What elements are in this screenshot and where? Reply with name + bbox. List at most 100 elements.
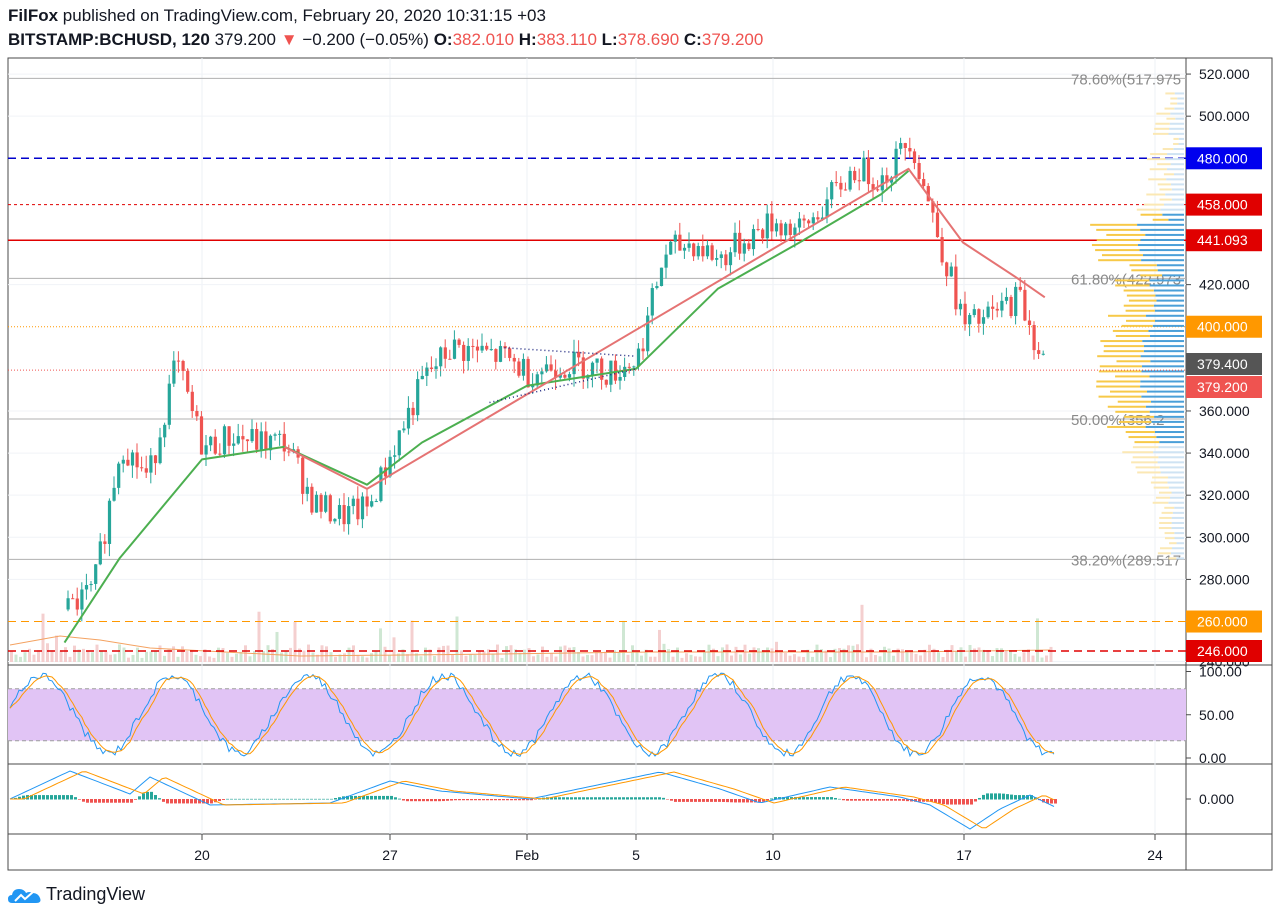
volume-bar bbox=[536, 654, 540, 662]
volume-bar bbox=[712, 648, 715, 662]
candle-body bbox=[360, 496, 365, 520]
candle-body bbox=[807, 220, 811, 224]
macd-histogram-bar bbox=[718, 799, 721, 802]
macd-histogram-bar bbox=[350, 795, 353, 800]
candle-body bbox=[195, 410, 199, 417]
candle-body bbox=[420, 375, 424, 380]
candle-body bbox=[664, 254, 668, 268]
candle-body bbox=[66, 598, 70, 610]
candle-body bbox=[1014, 286, 1018, 317]
volume-profile-bar bbox=[1168, 486, 1184, 489]
volume-profile-bar bbox=[1112, 329, 1149, 332]
y-tick-label: 280.000 bbox=[1199, 571, 1250, 587]
macd-histogram-bar bbox=[482, 799, 485, 801]
volume-bar bbox=[95, 644, 99, 662]
macd-histogram-bar bbox=[274, 798, 277, 800]
candle-body bbox=[416, 379, 420, 416]
candle-body bbox=[190, 391, 194, 411]
macd-histogram-bar bbox=[534, 799, 537, 800]
macd-histogram-bar bbox=[738, 799, 741, 803]
volume-profile-bar bbox=[1137, 223, 1184, 226]
candle-body bbox=[531, 385, 535, 388]
macd-histogram-bar bbox=[122, 799, 125, 803]
macd-histogram-bar bbox=[334, 798, 337, 800]
publisher-name[interactable]: FilFox bbox=[8, 6, 59, 25]
macd-histogram-bar bbox=[870, 799, 873, 801]
candle-body bbox=[636, 348, 641, 367]
candle-body bbox=[245, 439, 250, 442]
volume-bar bbox=[46, 643, 49, 662]
candle-body bbox=[402, 428, 406, 431]
volume-bar bbox=[644, 649, 648, 662]
macd-histogram-bar bbox=[414, 799, 417, 802]
macd-histogram-bar bbox=[606, 797, 609, 800]
volume-bar bbox=[136, 647, 139, 662]
macd-histogram-bar bbox=[90, 799, 93, 803]
candle-body bbox=[250, 428, 254, 442]
moving-average-line bbox=[63, 170, 910, 644]
candle-body bbox=[1027, 320, 1032, 326]
candle-body bbox=[669, 241, 673, 255]
published-text: published on TradingView.com, February 2… bbox=[62, 6, 546, 25]
volume-profile-bar bbox=[1161, 511, 1173, 514]
volume-bar bbox=[523, 649, 526, 662]
candle-body bbox=[701, 246, 705, 257]
macd-histogram-bar bbox=[166, 799, 169, 804]
candle-body bbox=[365, 496, 369, 507]
macd-histogram-bar bbox=[418, 799, 421, 802]
volume-bar bbox=[199, 656, 202, 662]
macd-histogram-bar bbox=[234, 798, 237, 800]
candle-body bbox=[853, 170, 857, 181]
macd-histogram-bar bbox=[50, 795, 53, 800]
volume-bar bbox=[838, 648, 841, 662]
close-value: 379.200 bbox=[701, 30, 764, 49]
volume-bar bbox=[896, 648, 900, 662]
volume-profile-bar bbox=[1164, 506, 1175, 509]
candle-body bbox=[204, 445, 208, 455]
macd-histogram-bar bbox=[938, 799, 941, 804]
macd-histogram-bar bbox=[1026, 795, 1029, 800]
volume-profile-bar bbox=[1099, 365, 1142, 368]
macd-histogram-bar bbox=[722, 799, 725, 802]
volume-bar bbox=[653, 656, 657, 662]
candle-body bbox=[425, 367, 429, 376]
volume-profile-bar bbox=[1166, 168, 1184, 171]
volume-profile-bar bbox=[1146, 193, 1166, 196]
volume-bar bbox=[41, 613, 45, 662]
candle-body bbox=[922, 178, 926, 187]
candle-body bbox=[218, 453, 222, 455]
chart-canvas[interactable]: 20 27 Feb 5 10 17 24 520.000 500.000 420.000 360.0… bbox=[0, 0, 1280, 880]
tradingview-logo[interactable]: TradingView bbox=[8, 884, 145, 905]
volume-bar bbox=[50, 650, 54, 662]
volume-profile-bar bbox=[1156, 436, 1184, 439]
macd-histogram-bar bbox=[966, 799, 969, 805]
macd-histogram-bar bbox=[514, 799, 517, 801]
volume-profile-bar bbox=[1142, 340, 1184, 343]
candle-body bbox=[130, 452, 135, 466]
volume-profile-bar bbox=[1126, 319, 1156, 322]
macd-histogram-bar bbox=[862, 799, 865, 801]
volume-profile-bar bbox=[1096, 228, 1141, 231]
candle-body bbox=[471, 345, 475, 347]
volume-bar bbox=[10, 651, 13, 662]
stochastic-tick-label: 50.00 bbox=[1199, 707, 1234, 723]
candle-body bbox=[278, 433, 282, 435]
macd-histogram-bar bbox=[962, 799, 965, 805]
candle-body bbox=[871, 184, 875, 190]
candle-body bbox=[825, 199, 829, 218]
volume-bar bbox=[284, 650, 288, 662]
candle-body bbox=[342, 505, 346, 525]
macd-histogram-bar bbox=[602, 797, 605, 800]
macd-histogram-bar bbox=[102, 799, 105, 803]
candle-body bbox=[627, 366, 631, 368]
volume-profile-bar bbox=[1114, 279, 1150, 282]
candle-body bbox=[319, 494, 323, 512]
x-tick-label: 10 bbox=[765, 847, 781, 863]
volume-profile-bar bbox=[1141, 370, 1184, 373]
x-tick-label: 27 bbox=[382, 847, 398, 863]
volume-bar bbox=[869, 648, 873, 662]
volume-profile-bar bbox=[1143, 350, 1184, 353]
volume-bar bbox=[563, 645, 567, 662]
candle-body bbox=[236, 436, 240, 444]
candle-body bbox=[581, 357, 585, 379]
